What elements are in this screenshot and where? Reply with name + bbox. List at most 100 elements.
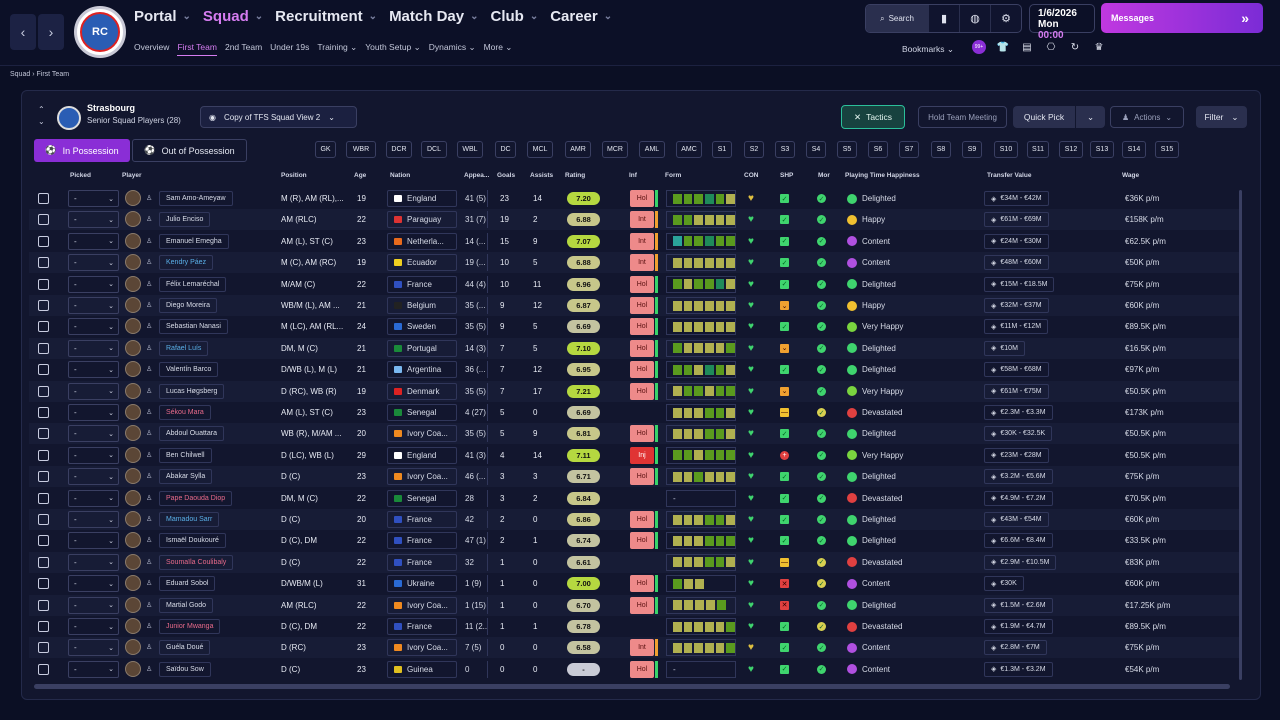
nation-cell[interactable]: Ivory Coa... [387,425,457,443]
player-name[interactable]: Martial Godo [159,597,214,613]
transfer-value[interactable]: ◈ €4.9M - €7.2M [984,490,1053,506]
info-badge[interactable]: Hol [630,660,654,678]
table-row[interactable]: - ⌄ ♙ Sebastian Nanasi M (LC), AM (RL... 24 Sw… [29,316,1239,337]
quick-pick-dropdown[interactable]: ⌄ [1075,106,1105,128]
column-header-inf[interactable]: Inf [629,172,637,179]
transfer-value[interactable]: ◈ €11M - €12M [984,319,1049,335]
nav-item-club[interactable]: Club ⌄ [490,8,538,25]
subnav-item-2nd-team[interactable]: 2nd Team [225,42,262,56]
row-checkbox[interactable] [38,556,49,568]
nation-cell[interactable]: Ivory Coa... [387,596,457,614]
horizontal-scrollbar[interactable] [34,684,1230,689]
position-button-s14[interactable]: S14 [1122,141,1146,158]
nation-cell[interactable]: France [387,553,457,571]
info-badge[interactable]: Hol [630,425,654,443]
picked-dropdown[interactable]: - ⌄ [68,425,119,443]
info-badge[interactable]: Hol [630,468,654,486]
player-name[interactable]: Rafael Luís [159,340,209,356]
row-checkbox[interactable] [38,300,49,311]
table-row[interactable]: - ⌄ ♙ Saïdou Sow D (C) 23 Guinea 0 0 0- Hol - ♥ ✓ ✓ Con… [29,659,1239,680]
picked-dropdown[interactable]: - ⌄ [68,596,119,614]
player-name[interactable]: Abakar Sylla [159,469,213,485]
nation-cell[interactable]: Sweden [387,318,457,336]
picked-dropdown[interactable]: - ⌄ [68,382,119,400]
picked-dropdown[interactable]: - ⌄ [68,275,119,293]
trophy-icon[interactable]: ♛ [1094,41,1104,53]
player-name[interactable]: Diego Moreira [159,298,217,313]
table-row[interactable]: - ⌄ ♙ Soumaïla Coulibaly D (C) 22 France 32 1 0 6.… [29,551,1239,573]
club-name[interactable]: Strasbourg [87,103,136,113]
network-icon[interactable]: ⎔ [1046,41,1056,53]
transfer-value[interactable]: ◈ €34M - €42M [984,191,1049,206]
transfer-value[interactable]: ◈ €15M - €18.5M [984,276,1055,292]
info-badge[interactable]: Hol [630,318,654,336]
nav-item-squad[interactable]: Squad ⌄ [203,8,263,25]
row-checkbox[interactable] [38,342,49,354]
nation-cell[interactable]: Senegal [387,489,457,507]
nation-cell[interactable]: Ivory Coa... [387,468,457,486]
picked-dropdown[interactable]: - ⌄ [68,254,119,272]
subnav-item-first-team[interactable]: First Team [177,42,217,56]
column-header-wage[interactable]: Wage [1122,172,1140,179]
row-checkbox[interactable] [38,663,49,675]
nation-cell[interactable]: France [387,532,457,550]
clipboard-icon[interactable]: ▤ [1022,41,1032,53]
player-name[interactable]: Guéla Doué [159,640,211,656]
transfer-value[interactable]: ◈ €1.5M - €2.6M [984,597,1053,613]
position-button-aml[interactable]: AML [639,141,665,158]
player-name[interactable]: Sam Amo-Ameyaw [159,191,233,206]
info-badge[interactable]: Hol [630,275,654,293]
nav-item-recruitment[interactable]: Recruitment ⌄ [275,8,377,25]
position-button-s7[interactable]: S7 [899,141,919,158]
transfer-value[interactable]: ◈ €1.3M - €3.2M [984,661,1053,677]
column-header-assists[interactable]: Assists [530,172,554,179]
position-button-s2[interactable]: S2 [744,141,764,158]
player-name[interactable]: Valentín Barco [159,362,219,378]
club-crest[interactable]: RC [74,6,126,58]
picked-dropdown[interactable]: - ⌄ [68,339,119,357]
nation-cell[interactable]: France [387,618,457,635]
info-badge[interactable]: Hol [630,596,654,614]
chevron-down-icon[interactable]: ⌄ [38,117,45,126]
table-row[interactable]: - ⌄ ♙ Kendry Páez M (C), AM (RC) 19 Ecuador 19 … [29,252,1239,274]
nation-cell[interactable]: Senegal [387,404,457,421]
row-checkbox[interactable] [38,235,49,247]
table-row[interactable]: - ⌄ ♙ Guéla Doué D (RC) 23 Ivory Coa... 7 (5) 0 0… [29,637,1239,659]
table-row[interactable]: - ⌄ ♙ Félix Lemaréchal M/AM (C) 22 France 44 (4… [29,274,1239,295]
nav-item-match-day[interactable]: Match Day ⌄ [389,8,478,25]
column-header-appea-[interactable]: Appea... [464,172,490,179]
transfer-value[interactable]: ◈ €10M [984,340,1025,356]
row-checkbox[interactable] [38,385,49,397]
shirt-icon[interactable]: 👕 [996,41,1010,53]
subnav-item-training[interactable]: Training ⌄ [317,42,357,56]
player-name[interactable]: Félix Lemaréchal [159,276,227,292]
nation-cell[interactable]: Ivory Coa... [387,639,457,657]
prev-next-club[interactable]: ⌃ ⌄ [38,104,45,128]
player-name[interactable]: Pape Daouda Diop [159,490,233,506]
player-name[interactable]: Emanuel Emegha [159,233,229,249]
subnav-item-under-19s[interactable]: Under 19s [270,42,309,56]
row-checkbox[interactable] [38,214,49,226]
inbox-badge-icon[interactable]: 99+ [972,40,986,54]
info-badge[interactable]: Hol [630,532,654,550]
transfer-value[interactable]: ◈ €23M - €28M [984,447,1049,463]
picked-dropdown[interactable]: - ⌄ [68,446,119,464]
table-row[interactable]: - ⌄ ♙ Julio Enciso AM (RLC) 22 Paraguay 31 (7) 1… [29,209,1239,231]
column-header-age[interactable]: Age [354,172,367,179]
transfer-value[interactable]: ◈ €2.3M - €3.3M [984,405,1053,420]
table-row[interactable]: - ⌄ ♙ Abdoul Ouattara WB (R), M/AM ... 20 Ivor… [29,423,1239,445]
picked-dropdown[interactable]: - ⌄ [68,489,119,507]
info-badge[interactable]: Int [630,211,654,229]
breadcrumb-squad[interactable]: Squad [10,71,31,78]
row-checkbox[interactable] [38,642,49,654]
table-row[interactable]: - ⌄ ♙ Pape Daouda Diop DM, M (C) 22 Senegal 28 3… [29,488,1239,509]
row-checkbox[interactable] [38,449,49,461]
position-button-s4[interactable]: S4 [806,141,826,158]
nation-cell[interactable]: Portugal [387,339,457,357]
nation-cell[interactable]: Guinea [387,660,457,678]
date-continue[interactable]: 1/6/2026 Mon 00:00 [1029,4,1095,41]
picked-dropdown[interactable]: - ⌄ [68,404,119,421]
transfer-value[interactable]: ◈ €24M - €30M [984,233,1049,249]
position-button-mcr[interactable]: MCR [602,141,628,158]
info-badge[interactable]: Int [630,254,654,272]
